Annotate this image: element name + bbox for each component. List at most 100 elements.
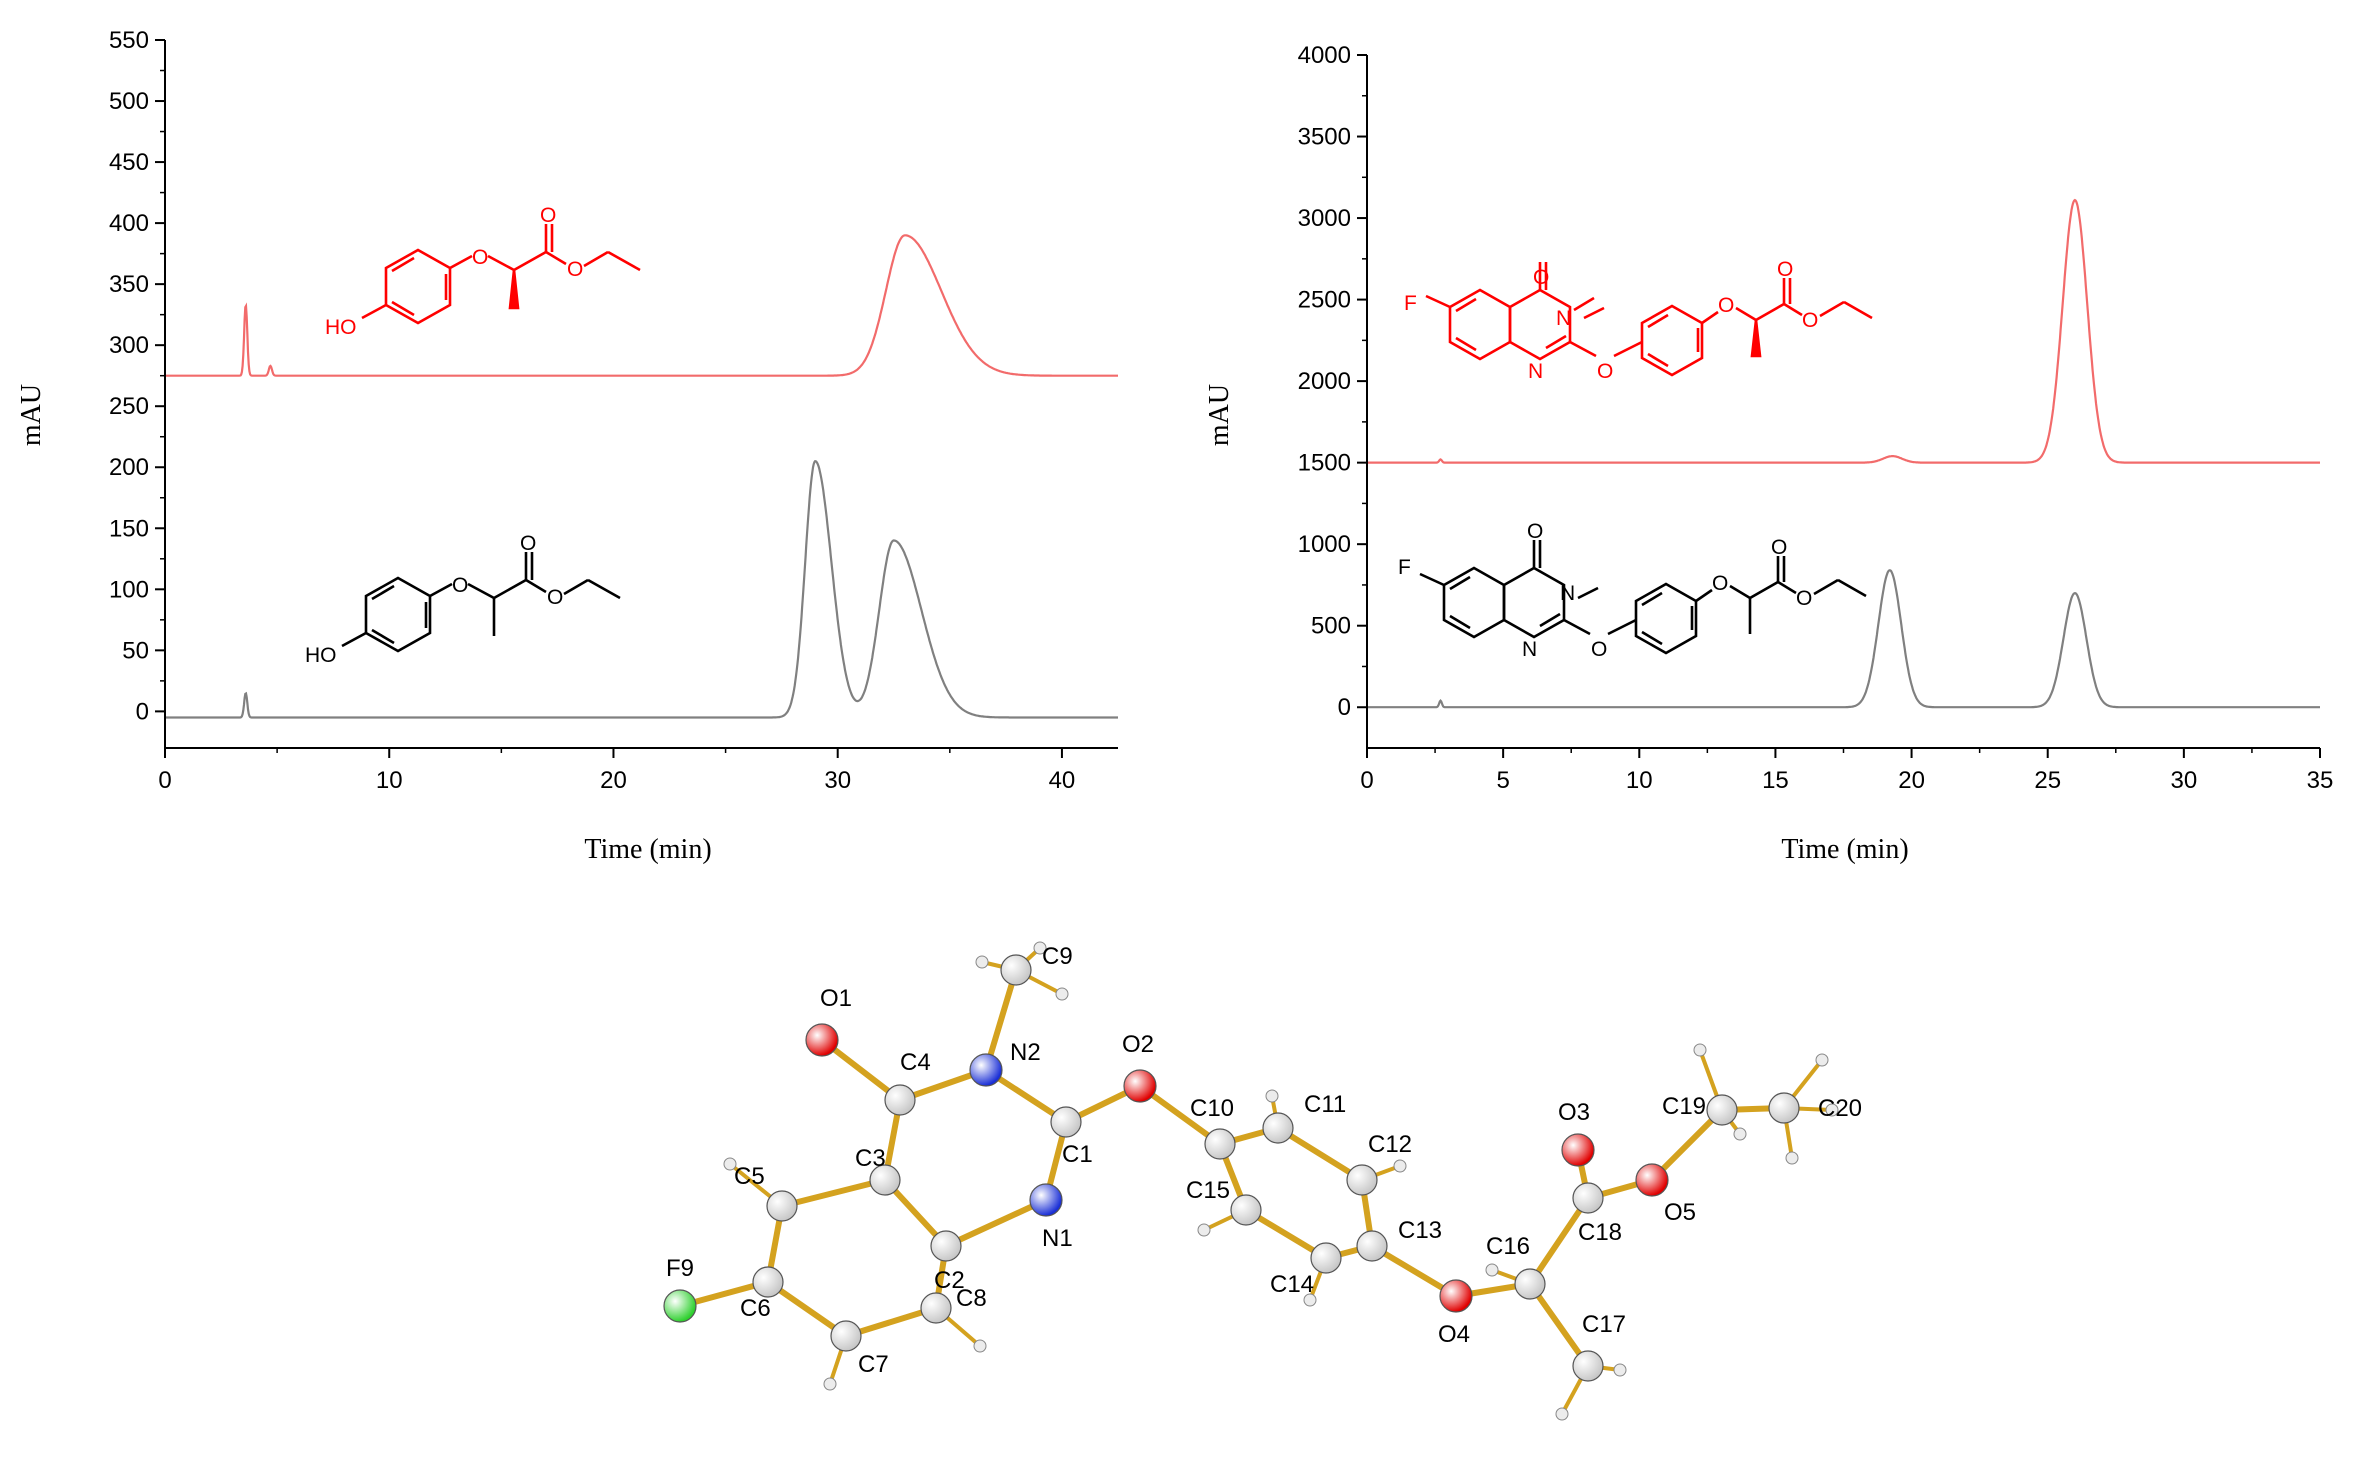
y-axis-title: mAU [1204,384,1235,446]
atom-hydrogen [1303,1293,1317,1307]
bond-c16-c17 [1527,1281,1591,1369]
atom-o1 [805,1023,839,1057]
atom-n2 [969,1053,1003,1087]
atom-hydrogen [1693,1043,1707,1057]
atom-label-n1: N1 [1042,1225,1073,1252]
structure-black-label-o1: O [452,574,468,597]
atom-label-o1: O1 [820,985,852,1012]
x-tick-label: 10 [1626,767,1653,794]
atom-label-c8: C8 [956,1285,987,1312]
x-tick-label: 35 [2307,767,2334,794]
x-tick-label: 5 [1496,767,1509,794]
atom-label-c18: C18 [1578,1219,1622,1246]
atom-c12 [1346,1164,1378,1196]
atom-c18 [1572,1182,1604,1214]
atom-label-c13: C13 [1398,1217,1442,1244]
atom-o3 [1561,1133,1595,1167]
y-tick-label: 400 [109,210,149,237]
y-tick-label: 450 [109,149,149,176]
structure-red-label-o1: O [472,246,488,269]
y-tick-label: 1500 [1298,450,1351,477]
atom-hydrogen [1033,941,1047,955]
y-tick-label: 300 [109,332,149,359]
x-tick-label: 15 [1762,767,1789,794]
atom-c11 [1262,1112,1294,1144]
y-tick-label: 2000 [1298,368,1351,395]
structure-red-label-ho: HO [325,316,357,339]
atom-hydrogen [1555,1407,1569,1421]
bond-c7-c8 [843,1305,939,1339]
atom-c17 [1572,1350,1604,1382]
series-trace-gray [165,460,1118,719]
atom-o5 [1635,1163,1669,1197]
atom-f9 [663,1289,697,1323]
atom-o4 [1439,1279,1473,1313]
atom-hydrogen [1393,1159,1407,1173]
bond-c6-c7 [765,1279,849,1339]
structure-black-label-ho: HO [305,644,337,667]
atom-label-c9: C9 [1042,943,1073,970]
structure-black-label-o-ether: O [1712,572,1728,595]
series-trace-red [165,234,1118,377]
structure-red-label-o-ether: O [1718,294,1734,317]
atom-c14 [1310,1242,1342,1274]
y-tick-label: 3500 [1298,124,1351,151]
atom-c15 [1230,1194,1262,1226]
structure-black-label-o-ester: O [1796,587,1812,610]
x-tick-label: 25 [2034,767,2061,794]
bond-c3-c5 [779,1177,888,1209]
atom-hydrogen [1733,1127,1747,1141]
atom-n1 [1029,1183,1063,1217]
atom-hydrogen [1265,1089,1279,1103]
atom-c6 [752,1266,784,1298]
atom-o2 [1123,1069,1157,1103]
chromatogram-right: 0 500 1000 1500 2000 2500 3000 3500 4000 0 5 10 15 20… [1204,42,2333,865]
x-tick-label: 30 [2171,767,2198,794]
structure-red-label-n-ring: N [1528,360,1543,383]
y-tick-label: 0 [1338,694,1351,721]
structure-black-label-o-keto: O [1771,536,1787,559]
atom-hydrogen [723,1157,737,1171]
atom-c16 [1514,1268,1546,1300]
structure-red-label-f: F [1404,292,1417,315]
atom-label-o2: O2 [1122,1031,1154,1058]
y-tick-label: 500 [1311,613,1351,640]
x-tick-label: 20 [600,767,627,794]
atom-label-c1: C1 [1062,1141,1093,1168]
atom-c20 [1768,1092,1800,1124]
series-trace-gray [1367,569,2320,709]
structure-red-label-o-link: O [1597,360,1613,383]
structure-red-label-o-carbonyl: O [1533,266,1549,289]
structure-black-label-f: F [1398,556,1411,579]
y-tick-label: 200 [109,454,149,481]
atom-c10 [1204,1128,1236,1160]
y-tick-label: 2500 [1298,287,1351,314]
atom-label-c4: C4 [900,1049,931,1076]
atom-label-c16: C16 [1486,1233,1530,1260]
atom-label-o5: O5 [1664,1199,1696,1226]
y-tick-label: 250 [109,393,149,420]
x-tick-label: 0 [158,767,171,794]
structure-red-label-n-methyl: N [1556,307,1571,330]
structure-black-quinazolinone-ester [1419,540,1867,655]
atom-c7 [830,1320,862,1352]
structure-red-label-o-ester: O [1802,309,1818,332]
structure-red-label-o2: O [540,204,556,227]
atom-hydrogen [1613,1363,1627,1377]
atom-c19 [1706,1094,1738,1126]
x-tick-label: 20 [1898,767,1925,794]
y-axis-title: mAU [16,384,47,446]
atom-label-c19: C19 [1662,1093,1706,1120]
atom-hydrogen [1825,1103,1839,1117]
atom-c4 [884,1084,916,1116]
y-tick-label: 150 [109,515,149,542]
y-tick-label: 50 [122,637,149,664]
atom-label-c5: C5 [734,1163,765,1190]
atom-hydrogen [975,955,989,969]
y-tick-label: 0 [136,698,149,725]
atom-hydrogen [823,1377,837,1391]
structure-black-label-o3: O [547,586,563,609]
structure-red-ethyl-hydroxyphenoxypropanoate [361,224,641,325]
y-tick-label: 3000 [1298,205,1351,232]
structure-black-label-o2: O [520,532,536,555]
